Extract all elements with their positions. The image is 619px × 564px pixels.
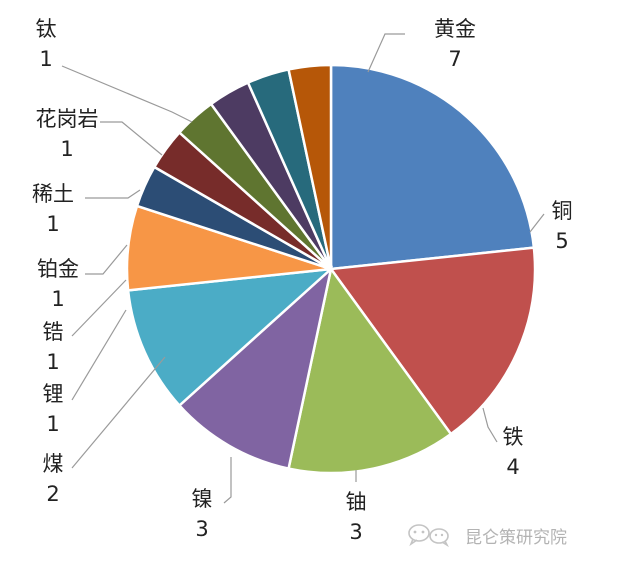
watermark-text: 昆仑策研究院 [465,527,567,548]
slice-value-label: 1 [46,412,59,436]
slice-value-label: 2 [46,482,59,506]
leader-line [482,407,498,443]
leader-line [223,457,232,504]
wechat-icon [408,524,449,548]
slice-label: 黄金 [434,17,476,41]
slice-value-label: 1 [39,47,52,71]
pie-slice [287,63,333,270]
watermark: 昆仑策研究院 [405,520,567,550]
slice-value-label: 1 [51,287,64,311]
slice-label: 花岗岩 [36,107,99,131]
pie-slice [328,246,537,436]
slice-value-label: 1 [46,350,59,374]
slice-value-label: 7 [448,47,461,71]
pie-slice [177,265,334,471]
slice-value-label: 4 [506,455,519,479]
slice-label: 铜 [552,199,573,223]
leader-line [61,65,193,123]
leader-line [71,356,166,469]
leader-line [367,33,405,73]
leader-line [85,244,128,275]
slice-label: 镍 [192,487,213,511]
slice-label: 锂 [43,382,64,406]
slice-label: 铂金 [37,257,79,281]
slice-value-label: 5 [555,229,568,253]
pie-slice [287,265,453,475]
slice-value-label: 3 [349,520,362,544]
slice-label: 煤 [43,452,64,476]
leader-line [529,213,545,233]
pie-slice [126,267,335,408]
slice-label: 钛 [36,17,57,41]
slice-label: 铁 [503,425,524,449]
slice-labels: 黄金 7 铜 5 铁 4 铀 3 镍 3 煤 2 锂 1 锆 1 铂金 1 稀土 1 花岗岩 1 钛 1 [32,17,573,544]
pie-slices [125,63,537,475]
leader-line [85,189,141,199]
leader-lines [61,33,545,504]
slice-value-label: 3 [195,517,208,541]
pie-slice [329,63,536,271]
slice-label: 铀 [346,490,367,514]
slice-value-label: 1 [46,212,59,236]
leader-line [71,279,127,337]
slice-label: 锆 [43,320,64,344]
leader-line [100,121,163,156]
leader-line [71,309,127,401]
slice-value-label: 1 [60,137,73,161]
slice-label: 稀土 [32,182,74,206]
